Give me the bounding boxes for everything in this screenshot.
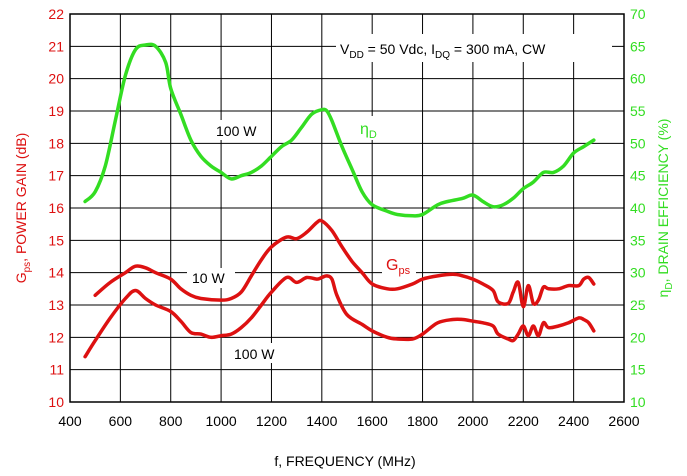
y-right-tick-label: 70 bbox=[630, 6, 646, 22]
y-right-tick-label: 35 bbox=[630, 232, 646, 248]
x-tick-label: 1400 bbox=[306, 413, 337, 429]
y-left-tick-label: 17 bbox=[48, 168, 64, 184]
y-left-tick-label: 22 bbox=[48, 6, 64, 22]
x-tick-label: 1800 bbox=[407, 413, 438, 429]
label-bg-gain bbox=[382, 253, 416, 277]
y-right-tick-label: 45 bbox=[630, 168, 646, 184]
label-bg-eff-100w bbox=[211, 120, 269, 140]
gain-series-label: Gps bbox=[386, 257, 411, 277]
eff-100w-label: 100 W bbox=[216, 123, 257, 139]
y-left-axis-title: Gps, POWER GAIN (dB) bbox=[13, 133, 33, 284]
x-tick-label: 1600 bbox=[357, 413, 388, 429]
y-left-tick-label: 13 bbox=[48, 297, 64, 313]
gain-100w-label: 100 W bbox=[234, 346, 275, 362]
x-tick-label: 2200 bbox=[508, 413, 539, 429]
y-right-tick-label: 65 bbox=[630, 38, 646, 54]
y-right-tick-label: 10 bbox=[630, 394, 646, 410]
y-right-tick-label: 25 bbox=[630, 297, 646, 313]
conditions-text: VDD = 50 Vdc, IDQ = 300 mA, CW bbox=[340, 41, 546, 61]
x-axis-title: f, FREQUENCY (MHz) bbox=[274, 453, 415, 469]
label-bg-gain-10w bbox=[187, 268, 235, 288]
y-left-tick-label: 18 bbox=[48, 135, 64, 151]
y-right-tick-label: 30 bbox=[630, 265, 646, 281]
y-left-tick-label: 10 bbox=[48, 394, 64, 410]
grid bbox=[69, 13, 625, 403]
y-left-tick-label: 15 bbox=[48, 232, 64, 248]
y-left-tick-label: 21 bbox=[48, 38, 64, 54]
gain-10w-label: 10 W bbox=[192, 270, 225, 286]
y-left-tick-label: 19 bbox=[48, 103, 64, 119]
eff-series-label: ηD bbox=[360, 121, 377, 141]
x-tick-label: 1200 bbox=[256, 413, 287, 429]
series-line-1 bbox=[83, 274, 596, 359]
x-tick-label: 2000 bbox=[457, 413, 488, 429]
x-tick-label: 1000 bbox=[206, 413, 237, 429]
x-tick-label: 2400 bbox=[558, 413, 589, 429]
y-left-tick-label: 16 bbox=[48, 200, 64, 216]
y-left-tick-label: 12 bbox=[48, 329, 64, 345]
y-right-tick-label: 60 bbox=[630, 71, 646, 87]
y-right-tick-label: 15 bbox=[630, 362, 646, 378]
y-right-tick-label: 55 bbox=[630, 103, 646, 119]
y-right-tick-label: 50 bbox=[630, 135, 646, 151]
ticks: 400 600 800 1000 1200 1400 1600 1800 2000 2200 240… bbox=[48, 6, 645, 429]
y-right-axis-title: ηD, DRAIN EFFICIENCY (%) bbox=[655, 119, 675, 298]
series-line-0 bbox=[93, 218, 596, 309]
y-left-tick-label: 11 bbox=[49, 362, 64, 378]
y-left-tick-label: 20 bbox=[48, 71, 64, 87]
label-bg-gain-100w bbox=[229, 343, 287, 363]
conditions-box bbox=[336, 34, 612, 62]
series-group bbox=[83, 42, 596, 359]
y-right-tick-label: 20 bbox=[630, 329, 646, 345]
label-bg-eff bbox=[356, 116, 386, 140]
x-tick-label: 800 bbox=[159, 413, 183, 429]
y-left-tick-label: 14 bbox=[48, 265, 64, 281]
x-tick-label: 2600 bbox=[608, 413, 639, 429]
plot-frame bbox=[69, 13, 625, 403]
series-line-2 bbox=[83, 42, 596, 218]
y-right-tick-label: 40 bbox=[630, 200, 646, 216]
x-tick-label: 400 bbox=[58, 413, 82, 429]
x-tick-label: 600 bbox=[109, 413, 133, 429]
